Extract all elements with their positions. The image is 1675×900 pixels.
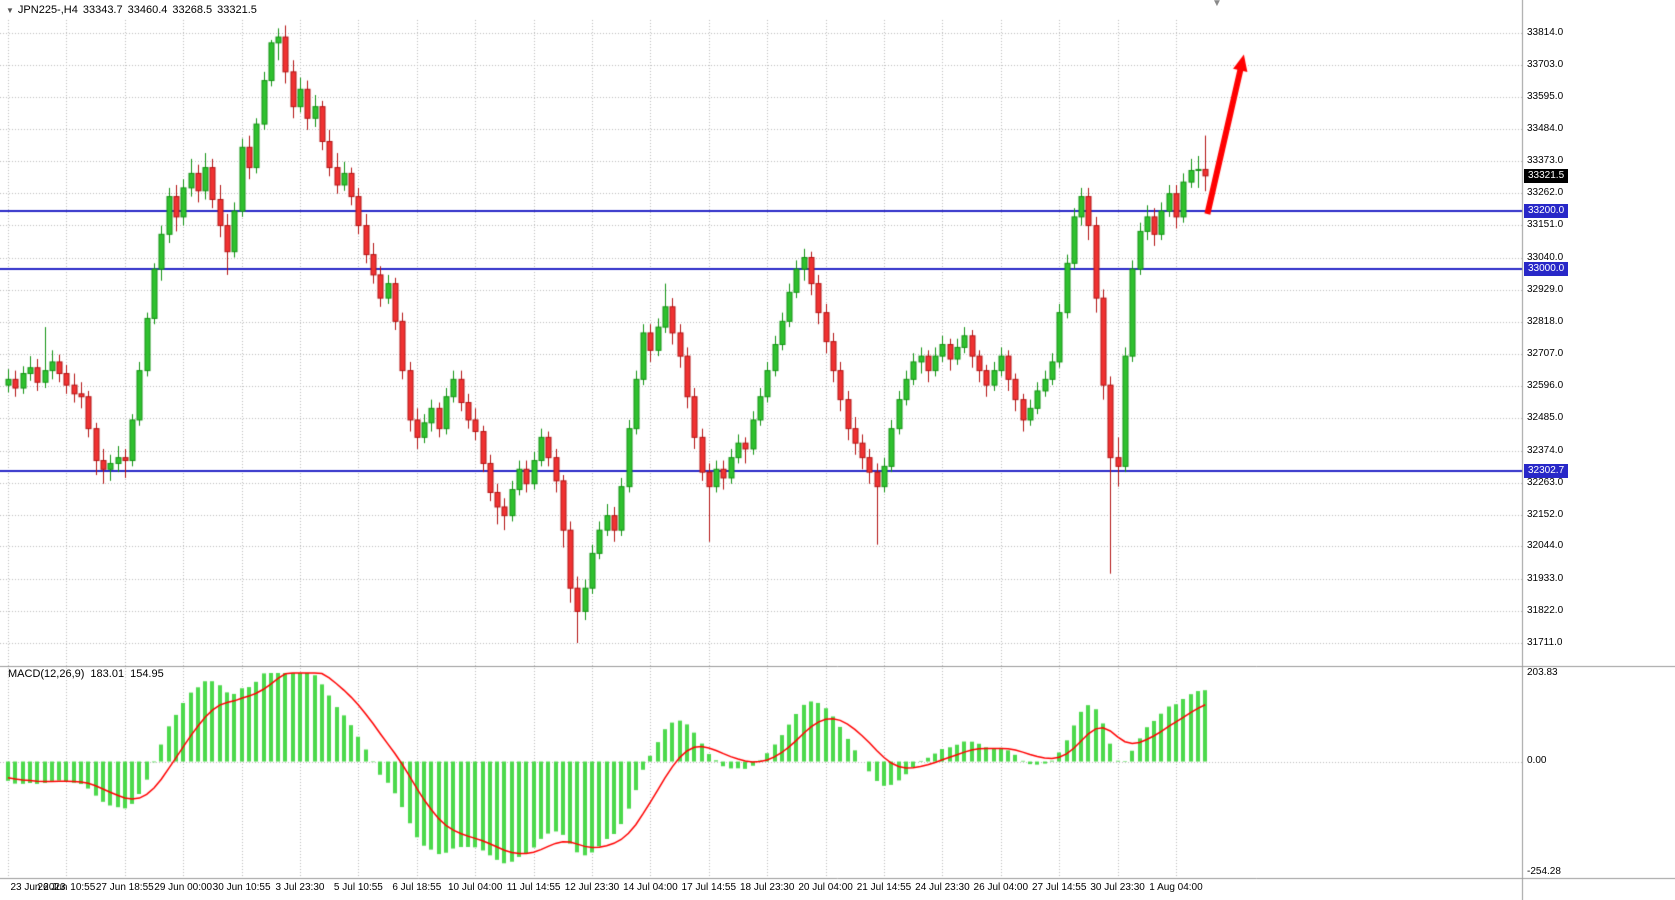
date-label: 29 Jun 00:00 bbox=[154, 882, 213, 893]
price-axis-label: 32152.0 bbox=[1527, 509, 1564, 521]
price-axis-label: 33703.0 bbox=[1527, 59, 1564, 71]
symbol-dropdown-icon[interactable]: ▼ bbox=[6, 6, 14, 15]
date-label: 11 Jul 14:55 bbox=[506, 882, 561, 893]
date-label: 30 Jul 23:30 bbox=[1090, 882, 1145, 893]
price-axis-label: 32818.0 bbox=[1527, 315, 1564, 327]
price-axis-label: 32707.0 bbox=[1527, 348, 1564, 360]
date-label: 26 Jul 04:00 bbox=[973, 882, 1029, 893]
date-label: 20 Jul 04:00 bbox=[798, 882, 853, 893]
price-axis-label: 33040.0 bbox=[1527, 251, 1564, 263]
date-label: 3 Jul 23:30 bbox=[275, 882, 325, 893]
price-axis-label: 33595.0 bbox=[1527, 90, 1564, 102]
price-axis-label: 32044.0 bbox=[1527, 540, 1564, 552]
price-axis-label: 32485.0 bbox=[1527, 412, 1564, 424]
price-axis-label: 33814.0 bbox=[1527, 27, 1564, 38]
price-axis-label: 31933.0 bbox=[1527, 572, 1564, 584]
price-axis-label: 31822.0 bbox=[1527, 604, 1564, 616]
date-label: 1 Aug 04:00 bbox=[1149, 882, 1203, 893]
price-tag-32302.7[interactable]: 32302.7 bbox=[1524, 464, 1569, 479]
date-label: 17 Jul 14:55 bbox=[681, 882, 737, 893]
macd-main-value: 183.01 bbox=[90, 668, 125, 680]
price-tag-33321.5[interactable]: 33321.5 bbox=[1524, 168, 1569, 183]
date-label: 6 Jul 18:55 bbox=[392, 882, 442, 893]
date-label: 26 Jun 10:55 bbox=[37, 882, 96, 893]
chart-title: ▼ JPN225-,H4 33343.7 33460.4 33268.5 33321.5 bbox=[6, 4, 262, 16]
price-axis-label: 33484.0 bbox=[1527, 122, 1564, 134]
macd-axis-zero: 0.00 bbox=[1527, 755, 1547, 766]
price-axis-label: 33262.0 bbox=[1527, 187, 1564, 199]
low-value: 33268.5 bbox=[172, 4, 213, 16]
date-label: 10 Jul 04:00 bbox=[447, 882, 503, 893]
price-axis[interactable]: 33814.0 33703.0 33595.0 33484.0 33373.0 33262… bbox=[1524, 0, 1675, 900]
date-label: 14 Jul 04:00 bbox=[623, 882, 678, 893]
close-value: 33321.5 bbox=[217, 4, 257, 16]
open-value: 33343.7 bbox=[82, 4, 123, 16]
price-axis-label: 33373.0 bbox=[1527, 154, 1564, 166]
time-axis[interactable]: 23 Jun 2023 26 Jun 10:55 27 Jun 18:55 29 Ju… bbox=[0, 882, 1675, 898]
high-value: 33460.4 bbox=[127, 4, 168, 16]
date-label: 27 Jul 14:55 bbox=[1031, 882, 1087, 893]
date-label: 23 Jun 2023 bbox=[10, 882, 66, 893]
price-tag-33200.0[interactable]: 33200.0 bbox=[1524, 204, 1569, 219]
date-label: 5 Jul 10:55 bbox=[333, 882, 383, 893]
price-axis-label: 31711.0 bbox=[1527, 637, 1563, 648]
symbol-period-label: JPN225-,H4 bbox=[17, 4, 78, 16]
macd-name: MACD(12,26,9) bbox=[8, 668, 85, 680]
chart-shift-marker-icon[interactable]: ▼ bbox=[1212, 0, 1222, 9]
date-label: 12 Jul 23:30 bbox=[564, 882, 620, 893]
price-tag-33000.0[interactable]: 33000.0 bbox=[1524, 262, 1569, 277]
date-label: 30 Jun 10:55 bbox=[212, 882, 271, 893]
price-axis-label: 32263.0 bbox=[1527, 476, 1564, 488]
price-axis-label: 32596.0 bbox=[1527, 380, 1564, 392]
date-label: 21 Jul 14:55 bbox=[856, 882, 912, 893]
macd-signal-value: 154.95 bbox=[130, 668, 164, 680]
price-axis-label: 32929.0 bbox=[1527, 283, 1564, 295]
date-label: 27 Jun 18:55 bbox=[95, 882, 154, 893]
date-label: 24 Jul 23:30 bbox=[915, 882, 970, 893]
macd-indicator-label: MACD(12,26,9) 183.01 154.95 bbox=[8, 668, 170, 680]
macd-axis[interactable]: 203.83 0.00 -254.28 bbox=[1524, 0, 1675, 900]
macd-axis-max: 203.83 bbox=[1527, 667, 1558, 678]
macd-axis-min: -254.28 bbox=[1527, 866, 1561, 877]
price-axis-label: 32374.0 bbox=[1527, 444, 1564, 456]
price-axis-label: 33151.0 bbox=[1527, 219, 1564, 231]
date-label: 18 Jul 23:30 bbox=[739, 882, 795, 893]
